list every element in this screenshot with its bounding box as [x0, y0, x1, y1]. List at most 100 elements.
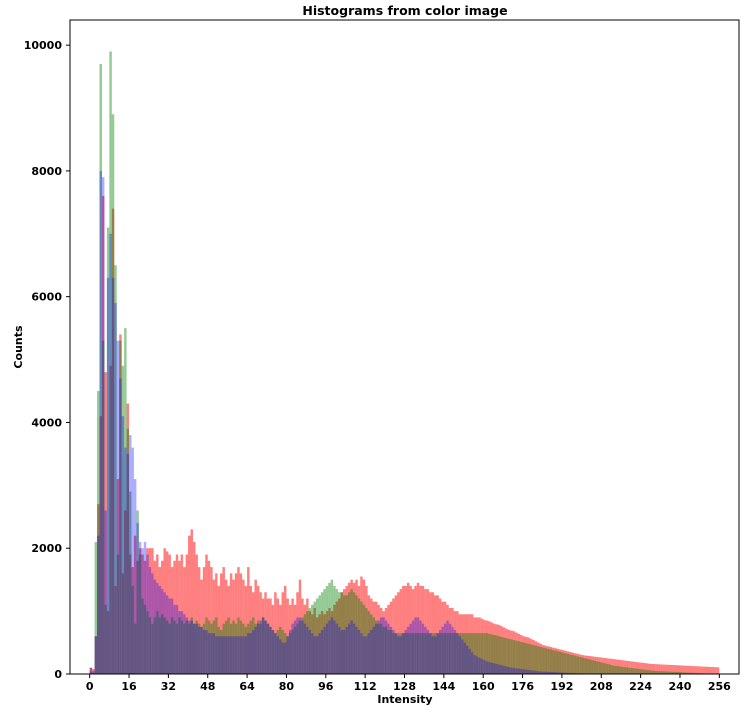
- histogram-bar: [254, 626, 257, 674]
- histogram-bar: [529, 644, 533, 674]
- histogram-bar: [416, 617, 420, 674]
- histogram-bar: [483, 619, 486, 674]
- histogram-bar: [539, 671, 543, 674]
- histogram-bar: [92, 668, 95, 674]
- histogram-bar: [569, 654, 572, 674]
- histogram-bar: [333, 585, 336, 674]
- histogram-bar: [443, 601, 447, 674]
- histogram-bar: [212, 633, 216, 675]
- histogram-bar: [92, 670, 95, 674]
- histogram-bar: [470, 633, 474, 675]
- histogram-bar: [601, 662, 604, 674]
- histogram-bar: [638, 662, 641, 674]
- histogram-bar: [475, 633, 479, 675]
- histogram-bar: [161, 589, 164, 674]
- histogram-bar: [682, 665, 685, 674]
- histogram-bar: [643, 669, 646, 674]
- histogram-bar: [625, 660, 629, 674]
- histogram-bar: [438, 629, 442, 674]
- histogram-bar: [325, 585, 329, 674]
- histogram-bar: [593, 656, 597, 674]
- histogram-bar: [630, 668, 634, 674]
- histogram-bar: [493, 623, 496, 674]
- histogram-bar: [279, 604, 282, 674]
- histogram-bar: [665, 664, 668, 674]
- histogram-bar: [318, 595, 321, 674]
- histogram-bar: [539, 646, 543, 674]
- x-tick-label: 96: [318, 680, 334, 693]
- histogram-bar: [468, 614, 471, 674]
- histogram-bar: [404, 633, 407, 675]
- histogram-bar: [242, 579, 245, 674]
- histogram-bar: [237, 636, 240, 674]
- histogram-bar: [360, 576, 363, 674]
- histogram-bar: [163, 617, 166, 674]
- histogram-bar: [670, 671, 673, 674]
- histogram-bar: [411, 633, 415, 675]
- histogram-bar: [429, 633, 432, 675]
- histogram-bar: [502, 665, 506, 674]
- histogram-bar: [242, 636, 245, 674]
- histogram-bar: [677, 665, 680, 674]
- histogram-bar: [554, 650, 557, 674]
- histogram-bar: [195, 554, 198, 674]
- histogram-bar: [446, 604, 449, 674]
- histogram-bar: [178, 560, 181, 674]
- histogram-bar: [279, 639, 282, 674]
- histogram-bar: [330, 579, 334, 674]
- histogram-bar: [704, 666, 708, 674]
- histogram-bar: [195, 623, 198, 674]
- histogram-bar: [379, 623, 383, 674]
- histogram-bar: [397, 633, 400, 675]
- histogram-bar: [552, 672, 555, 674]
- histogram-bar: [362, 604, 366, 674]
- histogram-bar: [234, 573, 238, 674]
- histogram-bar: [431, 636, 435, 674]
- histogram-bar: [333, 620, 336, 674]
- histogram-bar: [197, 567, 201, 674]
- histogram-bar: [345, 626, 348, 674]
- histogram-bar: [495, 635, 498, 674]
- histogram-bar: [239, 636, 243, 674]
- histogram-bar: [675, 671, 678, 674]
- histogram-bar: [168, 598, 171, 674]
- histogram-bar: [431, 633, 435, 675]
- histogram-bar: [126, 403, 130, 674]
- histogram-bar: [684, 665, 688, 674]
- histogram-bar: [114, 302, 117, 674]
- histogram-bar: [281, 592, 284, 674]
- histogram-bar: [446, 633, 449, 675]
- histogram-bar: [399, 589, 403, 674]
- histogram-bar: [534, 670, 538, 674]
- histogram-bar: [352, 582, 356, 674]
- histogram-bar: [660, 664, 663, 674]
- histogram-bar: [392, 598, 395, 674]
- histogram-bar: [389, 601, 393, 674]
- histogram-bar: [510, 639, 513, 674]
- histogram-bar: [365, 607, 368, 674]
- histogram-bar: [306, 626, 309, 674]
- histogram-bar: [232, 620, 235, 674]
- histogram-bar: [234, 623, 238, 674]
- histogram-bar: [333, 604, 336, 674]
- histogram-bar: [463, 614, 466, 674]
- histogram-bar: [345, 595, 348, 674]
- histogram-bar: [379, 607, 383, 674]
- histogram-bar: [271, 604, 275, 674]
- histogram-bar: [328, 620, 331, 674]
- histogram-bar: [205, 629, 208, 674]
- histogram-bar: [515, 640, 518, 674]
- histogram-bar: [399, 636, 403, 674]
- histogram-bar: [274, 633, 277, 675]
- histogram-bar: [190, 529, 193, 674]
- histogram-bar: [207, 620, 211, 674]
- histogram-bar: [374, 623, 378, 674]
- histogram-bar: [635, 662, 639, 674]
- histogram-bar: [138, 554, 142, 674]
- histogram-bar: [249, 585, 253, 674]
- histogram-bar: [323, 614, 326, 674]
- histogram-bar: [200, 626, 203, 674]
- x-tick-label: 208: [590, 680, 613, 693]
- histogram-bar: [566, 653, 570, 674]
- histogram-bar: [406, 633, 410, 675]
